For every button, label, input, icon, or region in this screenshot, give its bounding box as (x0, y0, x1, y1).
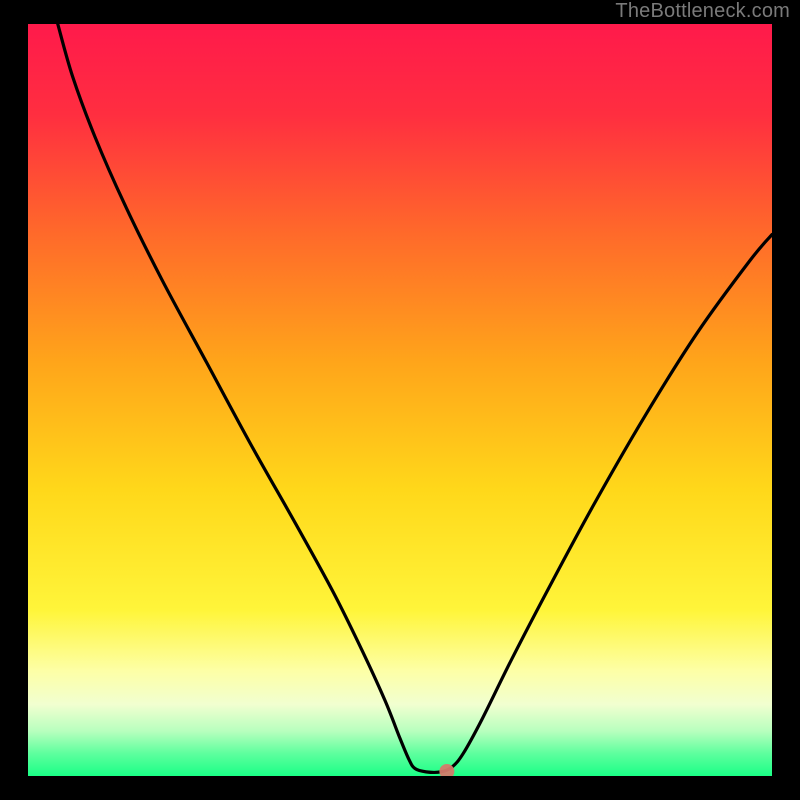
chart-gradient-background (28, 24, 772, 776)
watermark-text: TheBottleneck.com (615, 0, 790, 23)
chart-container: TheBottleneck.com (0, 0, 800, 800)
bottleneck-chart (0, 0, 800, 800)
